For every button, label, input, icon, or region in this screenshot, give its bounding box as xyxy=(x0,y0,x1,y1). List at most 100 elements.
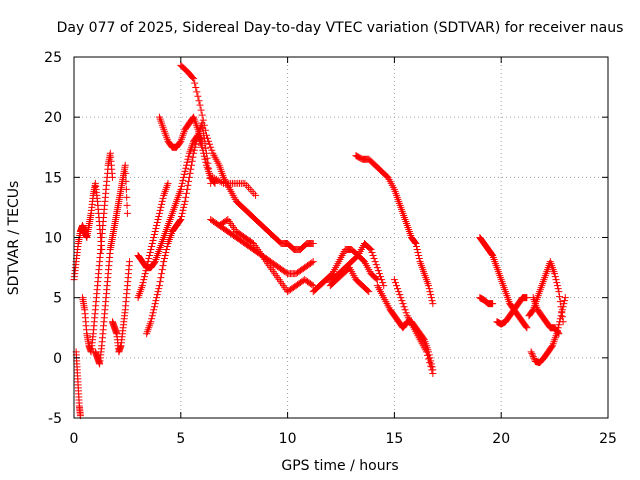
data-point xyxy=(141,270,149,278)
data-point xyxy=(191,79,199,87)
data-point xyxy=(412,240,420,248)
data-point xyxy=(523,294,531,302)
data-point xyxy=(205,169,213,177)
data-point xyxy=(150,230,158,238)
data-point xyxy=(192,83,200,91)
data-point xyxy=(206,140,214,148)
data-point xyxy=(194,92,202,100)
data-point xyxy=(370,255,378,263)
data-point xyxy=(561,294,569,302)
data-point xyxy=(148,315,156,323)
series-track-k xyxy=(209,173,260,199)
data-point xyxy=(202,131,210,139)
series-track-j xyxy=(177,61,317,254)
y-tick-label: 5 xyxy=(53,291,62,307)
data-point xyxy=(186,169,194,177)
data-point xyxy=(152,297,160,305)
data-point xyxy=(163,243,171,251)
series-track-e xyxy=(108,258,134,356)
data-point xyxy=(411,239,419,247)
series-track-f xyxy=(134,131,219,272)
data-point xyxy=(153,221,161,229)
data-point xyxy=(183,158,191,166)
data-point xyxy=(488,251,496,259)
data-point xyxy=(187,165,195,173)
data-point xyxy=(178,212,186,220)
data-point xyxy=(373,264,381,272)
y-axis-label: SDTVAR / TECUs xyxy=(6,181,22,296)
x-tick-label: 10 xyxy=(279,431,297,447)
data-point xyxy=(181,197,189,205)
data-point xyxy=(126,258,134,266)
data-point xyxy=(397,294,405,302)
data-point xyxy=(179,176,187,184)
data-point xyxy=(212,175,220,183)
data-point xyxy=(372,261,380,269)
data-point xyxy=(399,300,407,308)
x-tick-labels: 0 5 10 15 20 25 xyxy=(70,431,617,447)
data-point xyxy=(158,270,166,278)
data-point xyxy=(160,255,168,263)
data-point xyxy=(380,282,388,290)
data-point xyxy=(176,216,184,224)
data-point xyxy=(394,285,402,293)
data-point xyxy=(552,276,560,284)
data-point xyxy=(123,209,131,217)
data-point xyxy=(414,249,422,257)
data-point xyxy=(390,276,398,284)
data-point xyxy=(369,252,377,260)
data-point xyxy=(145,252,153,260)
data-point xyxy=(308,281,316,289)
data-point xyxy=(398,297,406,305)
data-point xyxy=(198,111,206,119)
data-point xyxy=(214,176,222,184)
y-tick-label: 20 xyxy=(44,110,62,126)
data-point xyxy=(189,73,197,81)
x-tick-label: 0 xyxy=(70,431,79,447)
data-point xyxy=(178,209,186,217)
data-point xyxy=(211,174,219,182)
y-tick-label: 15 xyxy=(44,170,62,186)
data-point xyxy=(551,273,559,281)
data-point xyxy=(198,137,206,145)
data-point xyxy=(155,285,163,293)
data-point xyxy=(204,134,211,142)
data-point xyxy=(159,262,167,270)
data-point xyxy=(151,227,159,235)
data-point xyxy=(374,267,382,275)
data-point xyxy=(201,126,209,134)
data-point xyxy=(428,297,436,305)
data-point xyxy=(372,275,380,283)
data-point xyxy=(183,185,191,193)
series-track-i xyxy=(155,113,206,151)
data-point xyxy=(122,185,130,193)
data-point xyxy=(252,191,260,199)
data-point xyxy=(123,193,131,201)
data-point xyxy=(184,181,192,189)
data-point xyxy=(554,329,562,337)
data-point xyxy=(366,245,374,253)
data-point xyxy=(377,273,385,281)
data-point xyxy=(396,291,404,299)
series-track-g xyxy=(143,119,215,338)
series-track-p xyxy=(326,264,373,296)
data-point xyxy=(121,161,129,169)
data-point xyxy=(153,294,161,302)
data-point xyxy=(187,161,195,169)
data-point xyxy=(150,306,158,314)
data-point xyxy=(181,167,189,175)
data-point xyxy=(425,282,433,290)
data-point xyxy=(190,75,198,83)
data-point xyxy=(554,285,562,293)
data-point xyxy=(160,258,168,266)
data-point xyxy=(556,315,564,323)
data-point xyxy=(427,294,435,302)
data-point xyxy=(144,258,152,266)
data-point xyxy=(147,318,155,326)
data-point xyxy=(548,343,556,351)
data-point xyxy=(155,212,163,220)
data-point xyxy=(222,216,230,224)
x-tick-label: 5 xyxy=(176,431,185,447)
data-point xyxy=(205,164,213,172)
data-point xyxy=(195,97,203,105)
